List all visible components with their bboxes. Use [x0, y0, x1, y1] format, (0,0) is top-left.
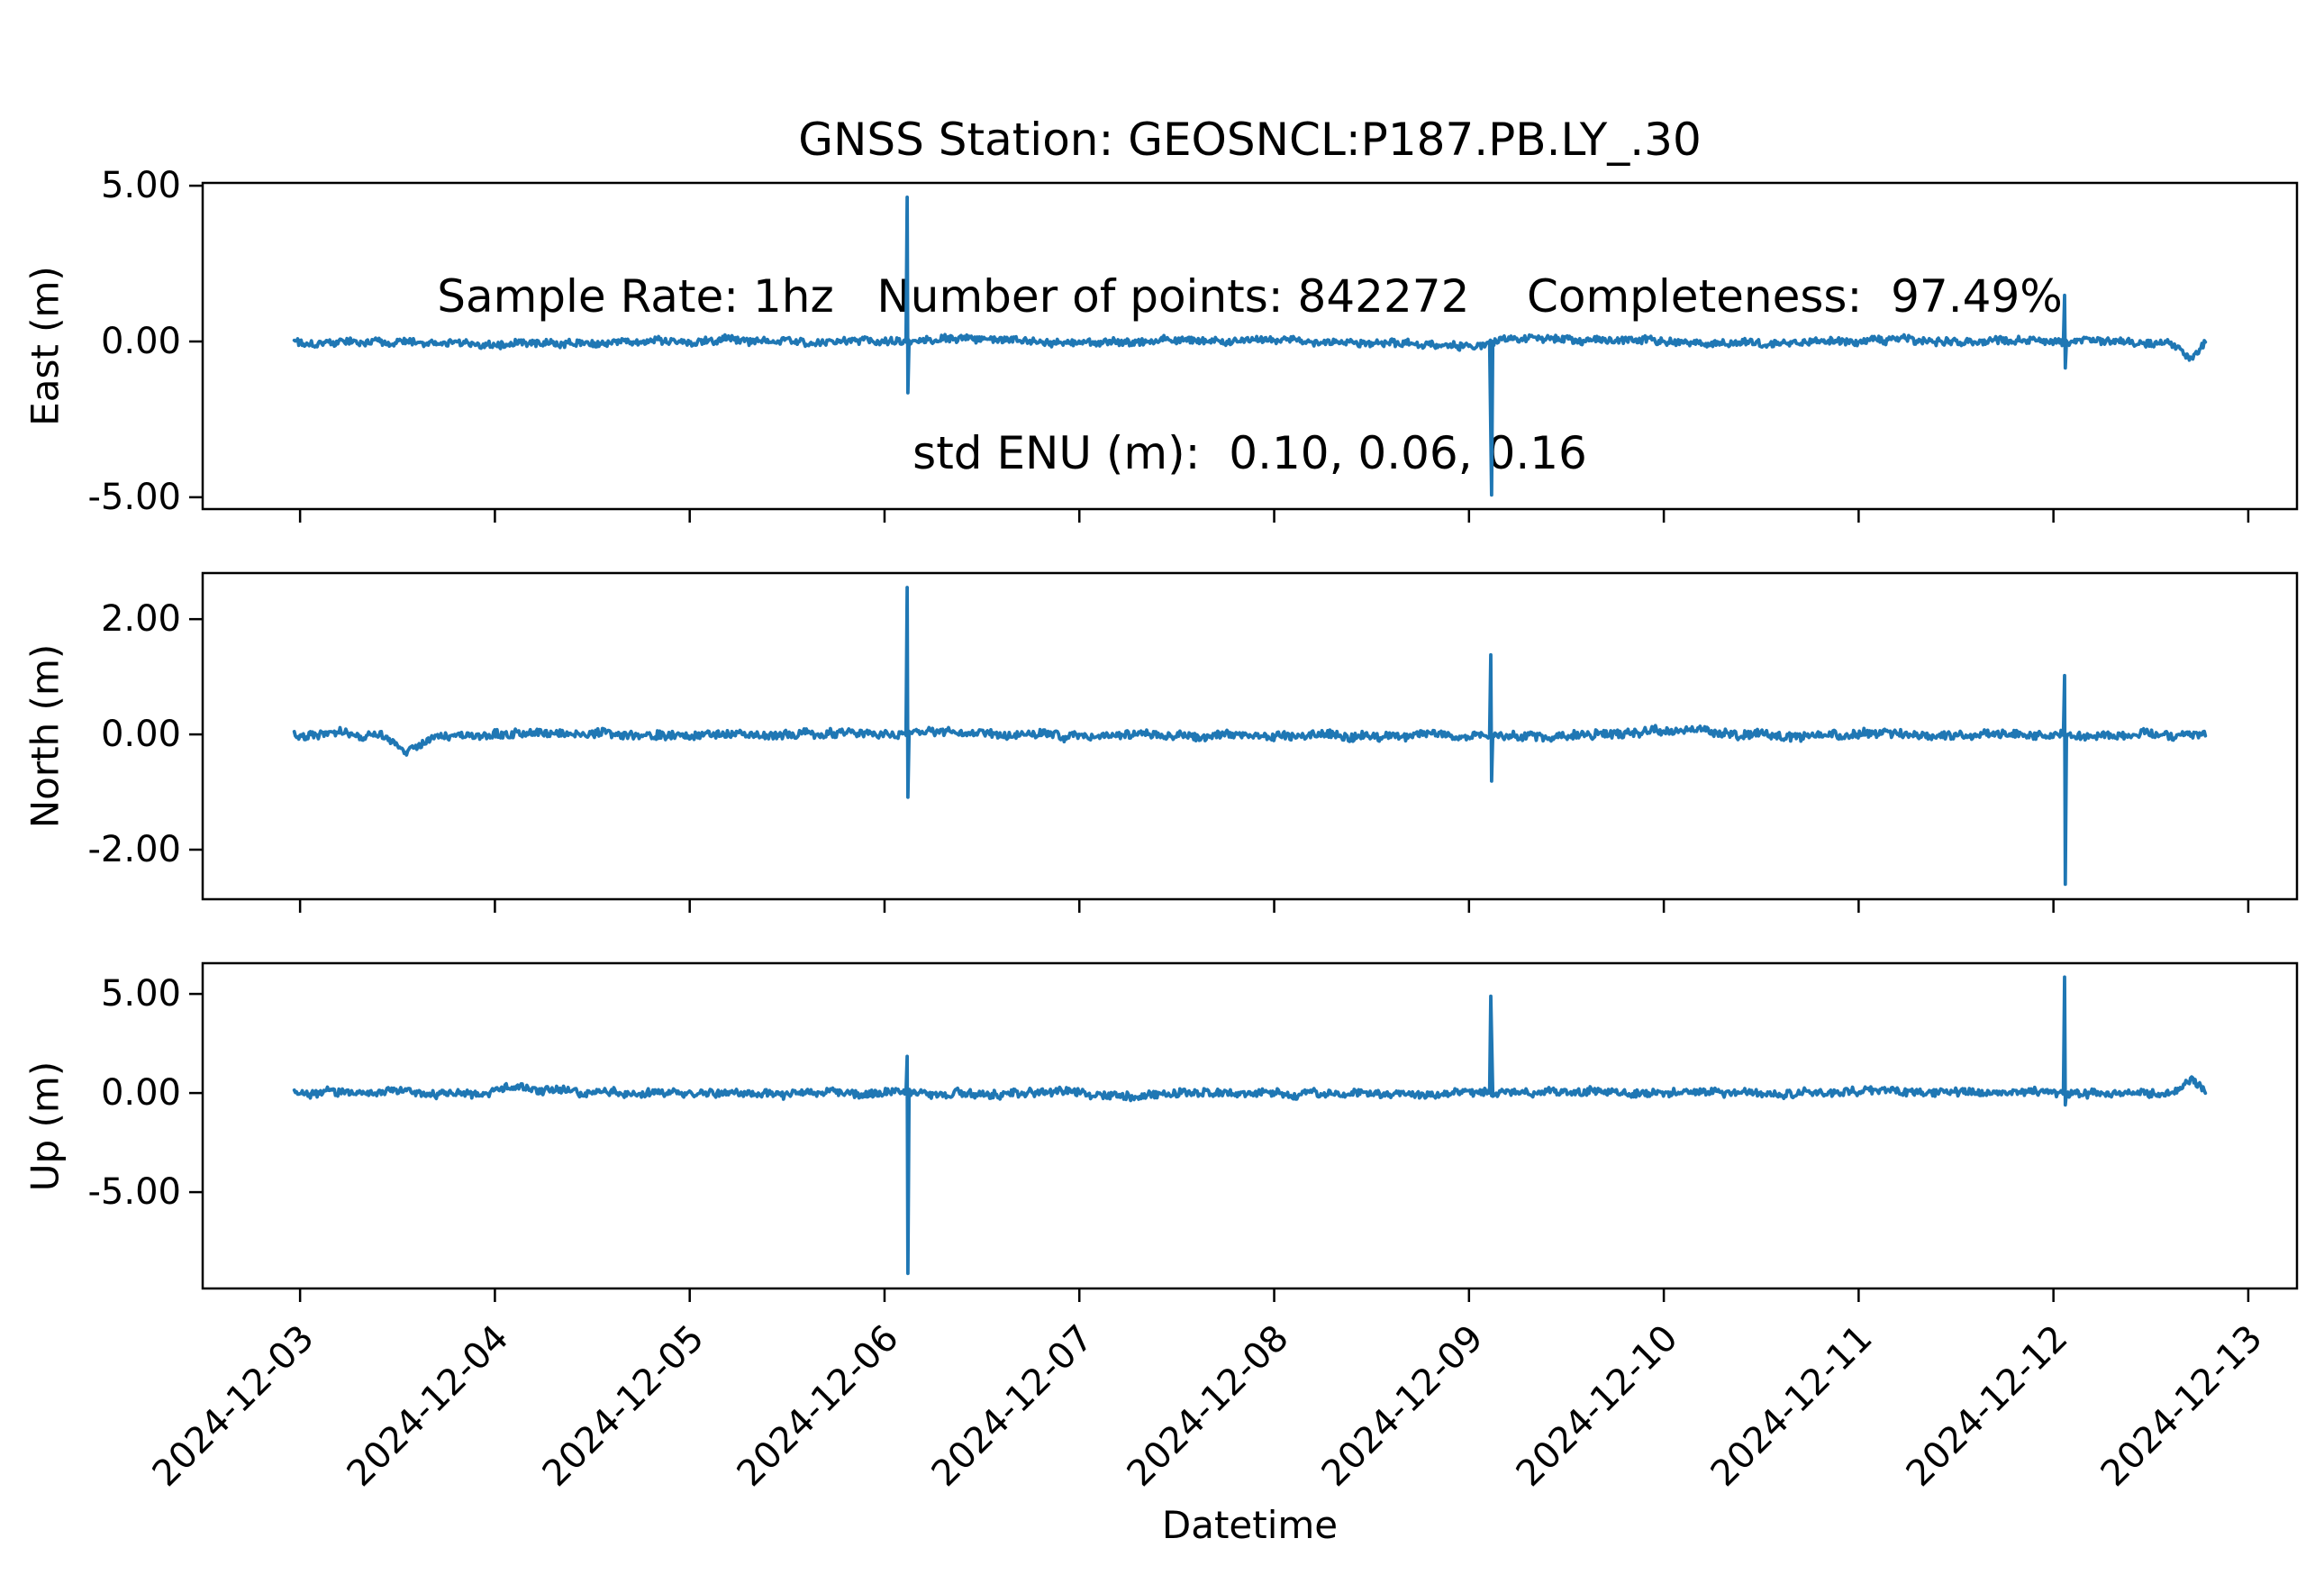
- y-tick-label-east: 0.00: [100, 320, 181, 362]
- x-axis-label: Datetime: [1161, 1503, 1339, 1547]
- y-tick-label-north: -2.00: [87, 828, 182, 870]
- title-line-station: GNSS Station: GEOSNCL:P187.PB.LY_.30: [798, 114, 1702, 166]
- y-tick-label-east: 5.00: [100, 165, 181, 207]
- panel-box-east: [201, 181, 2299, 511]
- y-tick-label-north: 0.00: [100, 714, 181, 756]
- y-axis-label-up: Up (m): [23, 1061, 68, 1191]
- y-tick-label-north: 2.00: [100, 598, 181, 641]
- y-tick-label-up: 5.00: [100, 973, 181, 1015]
- y-axis-label-north: North (m): [23, 643, 68, 829]
- y-tick-label-east: -5.00: [87, 476, 182, 518]
- series-line-up: [292, 975, 2208, 1276]
- series-line-north: [292, 586, 2208, 887]
- y-axis-label-east: East (m): [23, 266, 68, 426]
- panel-box-north: [201, 571, 2299, 901]
- y-tick-label-up: -5.00: [87, 1171, 182, 1214]
- y-tick-label-up: 0.00: [100, 1072, 181, 1115]
- panel-box-up: [201, 961, 2299, 1290]
- series-line-east: [292, 195, 2208, 497]
- chart-title: GNSS Station: GEOSNCL:P187.PB.LY_.30 Sam…: [203, 9, 2297, 584]
- title-line-stats: Sample Rate: 1hz Number of points: 84227…: [437, 270, 2063, 323]
- title-line-std: std ENU (m): 0.10, 0.06, 0.16: [912, 427, 1587, 479]
